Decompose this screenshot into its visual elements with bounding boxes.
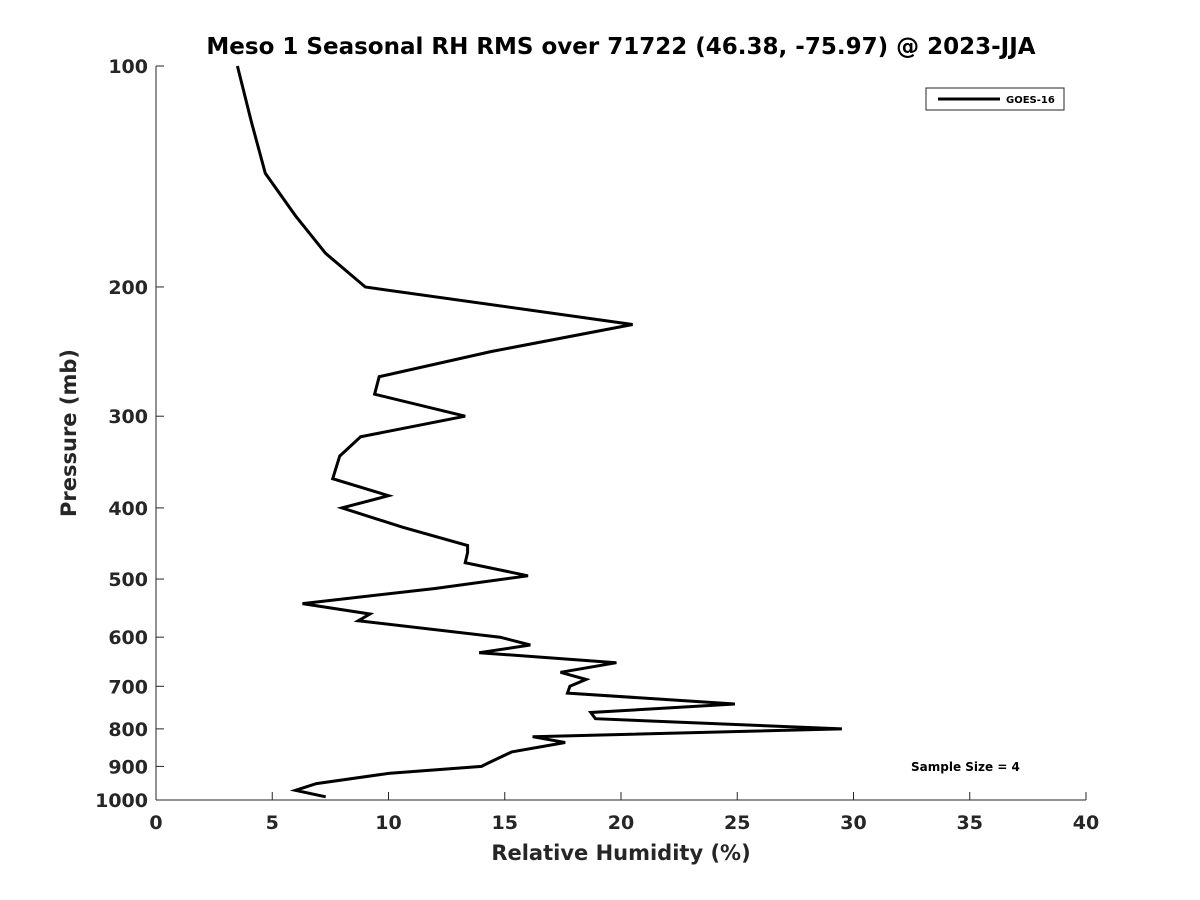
x-tick-label: 25 [724, 812, 750, 834]
series-line-goes-16 [235, 65, 842, 799]
x-tick-label: 30 [840, 812, 866, 834]
legend: GOES-16 [925, 87, 1065, 111]
y-tick-label: 900 [108, 756, 148, 778]
x-tick-label: 5 [266, 812, 279, 834]
x-tick-label: 15 [492, 812, 518, 834]
y-tick-label: 800 [108, 719, 148, 741]
y-tick-label: 100 [108, 56, 148, 78]
x-tick-label: 35 [957, 812, 983, 834]
y-tick-label: 400 [108, 498, 148, 520]
y-axis-label: Pressure (mb) [57, 349, 81, 517]
x-tick-label: 40 [1073, 812, 1099, 834]
y-tick-label: 600 [108, 627, 148, 649]
y-tick-label: 1000 [95, 790, 148, 812]
y-tick-label: 700 [108, 676, 148, 698]
x-tick-label: 20 [608, 812, 634, 834]
sample-size-annotation: Sample Size = 4 [911, 760, 1020, 774]
y-tick-group: 100 200 300 400 500 600 700 800 900 1000 [95, 56, 164, 812]
x-tick-label: 10 [375, 812, 401, 834]
x-tick-label: 0 [149, 812, 162, 834]
y-tick-label: 300 [108, 406, 148, 428]
x-tick-group: 0 5 10 15 20 25 30 35 40 [149, 792, 1099, 834]
x-axis-label: Relative Humidity (%) [491, 841, 750, 865]
chart-title: Meso 1 Seasonal RH RMS over 71722 (46.38… [206, 34, 1035, 60]
legend-label-goes-16: GOES-16 [1006, 95, 1055, 106]
series-layer [235, 65, 842, 799]
y-tick-label: 500 [108, 569, 148, 591]
y-tick-label: 200 [108, 277, 148, 299]
